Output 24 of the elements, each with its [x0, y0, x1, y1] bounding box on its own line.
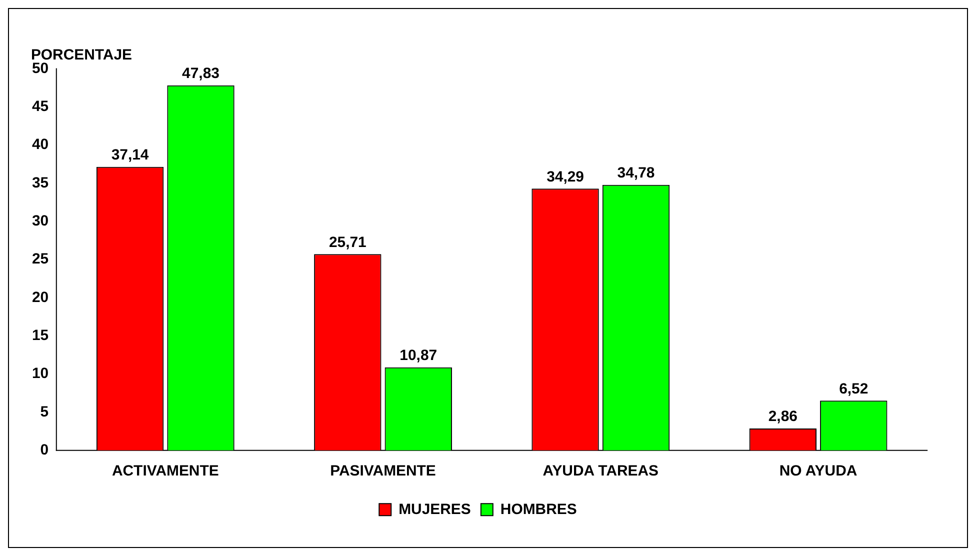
data-label: 2,86 [768, 408, 798, 426]
x-tick-label: NO AYUDA [779, 462, 858, 480]
y-tick-label: 5 [40, 403, 49, 420]
y-tick-label: 35 [32, 174, 49, 192]
y-tick-label: 45 [32, 98, 49, 116]
y-tick-label: 0 [40, 441, 49, 458]
data-label: 37,14 [111, 146, 150, 164]
y-tick-label: 10 [32, 365, 49, 382]
x-tick-label: PASIVAMENTE [330, 462, 436, 480]
legend-label: HOMBRES [500, 500, 577, 518]
data-label: 6,52 [839, 380, 868, 398]
data-label: 34,29 [546, 168, 584, 186]
legend-label: MUJERES [398, 500, 471, 518]
data-label: 25,71 [328, 234, 366, 251]
data-label: 34,78 [617, 164, 655, 182]
y-tick-label: 30 [32, 212, 49, 230]
y-tick-label: 25 [32, 250, 49, 268]
x-tick-label: ACTIVAMENTE [112, 462, 219, 480]
data-label: 10,87 [400, 347, 438, 364]
y-tick-label: 20 [32, 288, 49, 306]
x-tick-label: AYUDA TAREAS [542, 462, 659, 480]
y-tick-label: 15 [32, 327, 49, 344]
y-tick-label: 40 [32, 136, 49, 154]
data-label: 47,83 [182, 65, 220, 82]
